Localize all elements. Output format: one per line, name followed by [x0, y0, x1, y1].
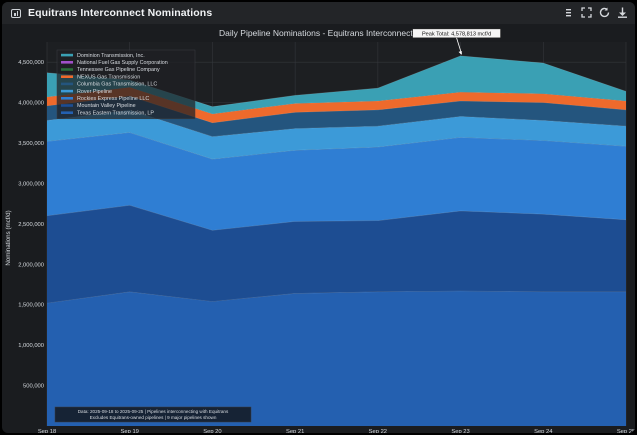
menu-icon[interactable] [562, 6, 575, 19]
legend-entry[interactable]: Rover Pipeline [77, 89, 112, 95]
series-boundary-line [46, 290, 626, 304]
y-tick-label: 3,000,000 [18, 181, 44, 187]
y-tick-label: 4,500,000 [18, 60, 44, 66]
x-tick-label: Sep 20 [203, 429, 221, 433]
y-tick-label: 2,000,000 [18, 262, 44, 268]
expand-icon[interactable] [580, 6, 593, 19]
legend-entry[interactable]: National Fuel Gas Supply Corporation [77, 60, 168, 66]
window-title: Equitrans Interconnect Nominations [28, 7, 213, 19]
annotation-arrowhead [458, 51, 462, 55]
y-tick-label: 2,500,000 [18, 222, 44, 228]
refresh-icon[interactable] [598, 6, 611, 19]
footnote: Data: 2025-09-18 to 2025-09-25 | Pipelin… [54, 406, 252, 423]
series-boundary-line [46, 132, 627, 160]
y-axis-title: Nominations (mcf/d) [5, 210, 12, 265]
area-columbia-gas-transmission-llc[interactable] [47, 96, 626, 137]
x-tick-label: Sep 23 [451, 429, 469, 433]
y-tick-label: 500,000 [23, 384, 44, 390]
footnote-line: Excludes Equitrans-owned pipelines | 9 m… [90, 415, 217, 420]
chart-app-icon [11, 8, 21, 18]
annotation-layer: Peak Total: 4,578,813 mcf/d [412, 28, 501, 55]
legend-box [56, 49, 196, 120]
x-tick-label: Sep 19 [121, 429, 139, 433]
legend-entry[interactable]: Texas Eastern Transmission, LP [77, 110, 154, 116]
peak-annotation-label: Peak Total: 4,578,813 mcf/d [422, 31, 491, 37]
y-tick-label: 4,000,000 [18, 101, 44, 107]
x-tick-label: Sep 18 [38, 429, 56, 433]
x-tick-label: Sep 24 [534, 429, 553, 433]
y-tick-label: 1,000,000 [18, 343, 44, 349]
legend-swatch [61, 104, 73, 107]
area-dominion-transmission-inc[interactable] [47, 55, 626, 114]
legend-swatch [61, 53, 73, 57]
x-tick-label: Sep 21 [286, 429, 304, 433]
toolbar [562, 6, 629, 19]
legend-swatch [61, 68, 73, 71]
legend-entry[interactable]: Dominion Transmission, Inc. [77, 53, 145, 59]
area-mountain-valley-pipeline[interactable] [47, 205, 626, 304]
legend: Dominion Transmission, Inc.National Fuel… [56, 49, 196, 120]
legend-entry[interactable]: Columbia Gas Transmission, LLC [77, 82, 157, 88]
legend-swatch [61, 111, 73, 114]
legend-swatch [61, 75, 73, 78]
download-icon[interactable] [616, 6, 629, 19]
x-tick-label: Sep 25 [617, 429, 635, 433]
legend-entry[interactable]: Tennessee Gas Pipeline Company [77, 67, 160, 73]
annotation-arrow [456, 37, 462, 54]
legend-swatch [61, 82, 73, 86]
y-tick-label: 1,500,000 [18, 303, 44, 309]
legend-entry[interactable]: Mountain Valley Pipeline [77, 103, 136, 109]
legend-entry[interactable]: Rockies Express Pipeline LLC [77, 96, 149, 102]
area-layer [47, 55, 626, 426]
legend-swatch [61, 61, 73, 64]
area-rover-pipeline[interactable] [47, 109, 626, 160]
axis-layer: 500,000 1,000,000 1,500,000 2,000,000 2,500,… [18, 60, 635, 433]
area-rockies-express-pipeline-llc[interactable] [47, 132, 626, 231]
chart-svg: 500,000 1,000,000 1,500,000 2,000,000 2,500,… [5, 28, 635, 433]
area-texas-eastern-transmission-lp[interactable] [47, 290, 626, 426]
x-tick-label: Sep 22 [369, 429, 387, 433]
legend-swatch [61, 89, 73, 93]
chart-title: Daily Pipeline Nominations - Equitrans I… [219, 28, 417, 38]
series-boundary-line [46, 204, 627, 231]
legend-entry[interactable]: NEXUS Gas Transmission [77, 74, 140, 80]
footnote-box [54, 406, 252, 423]
y-tick-label: 3,500,000 [18, 141, 44, 147]
footnote-line: Data: 2025-09-18 to 2025-09-25 | Pipelin… [78, 409, 229, 414]
title-bar: Equitrans Interconnect Nominations [2, 2, 635, 24]
legend-swatch [61, 97, 73, 100]
